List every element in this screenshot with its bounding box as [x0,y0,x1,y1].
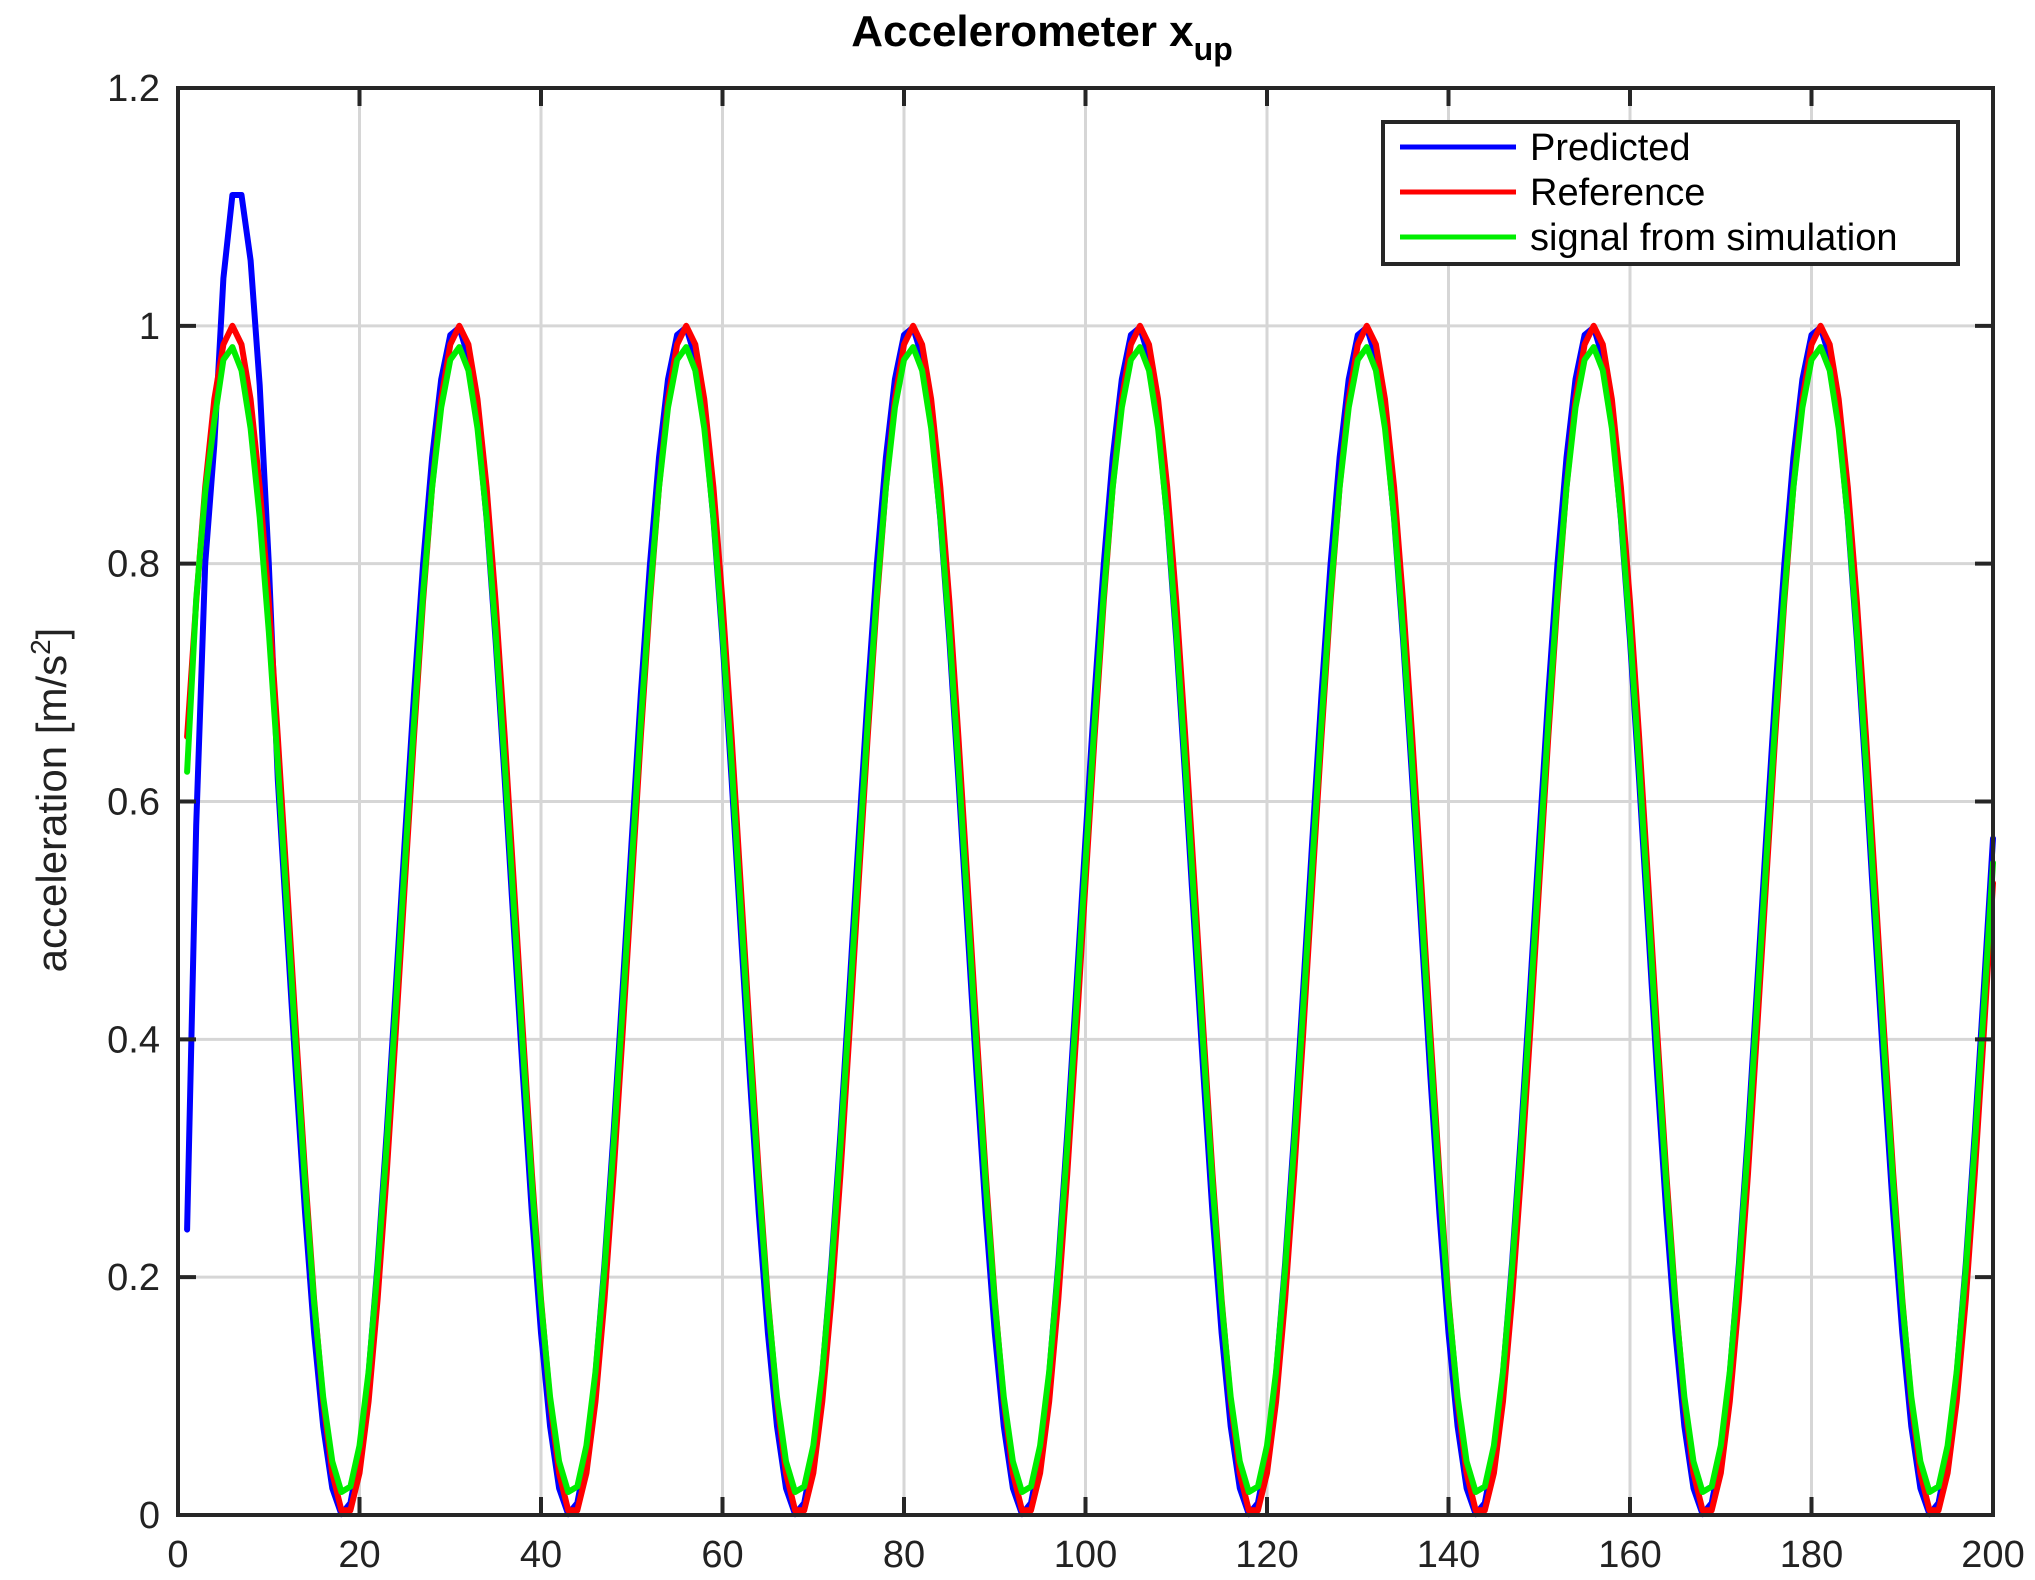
x-tick-label: 140 [1417,1534,1480,1576]
y-axis-label: acceleration [m/s2] [25,628,75,973]
x-tick-label: 160 [1598,1534,1661,1576]
y-tick-label: 0.6 [107,782,160,824]
x-tick-label: 100 [1054,1534,1117,1576]
y-tick-label: 1 [139,306,160,348]
y-tick-label: 0.2 [107,1257,160,1299]
x-tick-label: 120 [1235,1534,1298,1576]
legend-label-reference: Reference [1530,172,1705,214]
y-tick-label: 0.8 [107,544,160,586]
y-tick-label: 0.4 [107,1019,160,1061]
chart-title: Accelerometer xup [851,7,1233,67]
x-tick-labels: 0 20 40 60 80 100 120 140 160 180 200 [167,1534,2024,1576]
chart-title-subscript: up [1194,31,1233,67]
y-axis-label-main: acceleration [m/s [28,655,75,972]
tick-marks [176,86,1995,1517]
x-tick-label: 60 [701,1534,743,1576]
x-tick-label: 20 [338,1534,380,1576]
legend-label-signal-from-simulation: signal from simulation [1530,217,1897,259]
legend: Predicted Reference signal from simulati… [1381,120,1960,266]
y-axis-label-suffix: ] [28,628,75,640]
chart-title-main: Accelerometer x [851,7,1194,56]
x-tick-label: 0 [167,1534,188,1576]
legend-label-predicted: Predicted [1530,127,1691,169]
series-lines [184,192,1996,1518]
y-tick-labels: 0 0.2 0.4 0.6 0.8 1 1.2 [107,68,160,1537]
series-line-signal-from-simulation [184,344,1996,1495]
x-tick-label: 40 [520,1534,562,1576]
x-tick-label: 80 [883,1534,925,1576]
x-tick-label: 200 [1961,1534,2024,1576]
x-tick-label: 180 [1780,1534,1843,1576]
y-tick-label: 1.2 [107,68,160,110]
y-tick-label: 0 [139,1495,160,1537]
y-axis-label-superscript: 2 [25,639,56,655]
